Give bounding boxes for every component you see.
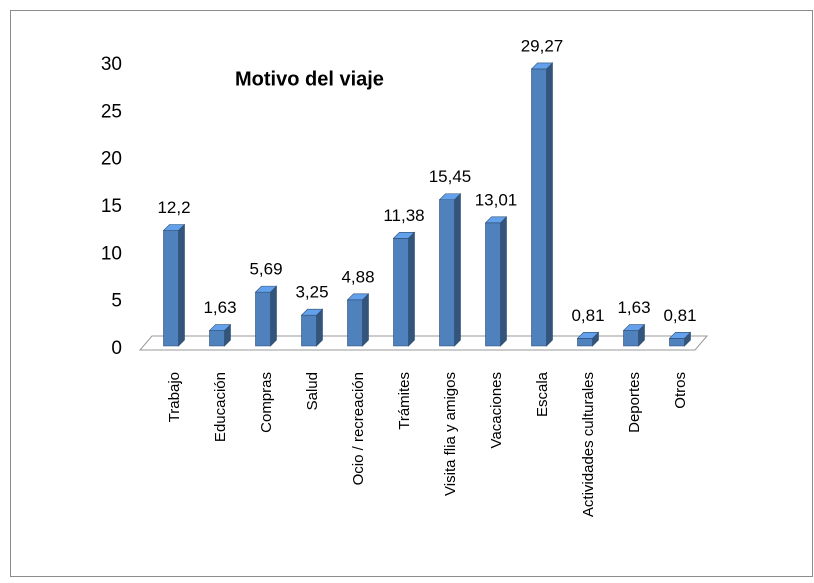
bar xyxy=(576,331,600,347)
bar xyxy=(346,293,370,347)
data-label: 1,63 xyxy=(203,298,236,317)
bar xyxy=(622,323,646,347)
bar xyxy=(530,62,554,347)
bar-top xyxy=(530,62,554,70)
bar-front xyxy=(347,299,363,347)
bar-front xyxy=(163,230,179,347)
y-tick-label: 10 xyxy=(101,243,122,264)
x-tick-label: Trámites xyxy=(396,372,413,430)
x-tick-label: Otros xyxy=(672,372,689,409)
x-tick-label: Trabajo xyxy=(166,372,183,422)
bar-top xyxy=(576,332,600,339)
bar-front xyxy=(393,237,409,347)
bar-front xyxy=(439,199,455,347)
bar-front xyxy=(209,330,225,347)
x-tick-label: Educación xyxy=(212,372,229,442)
x-tick-label: Ocio / recreación xyxy=(350,372,367,485)
data-label: 0,81 xyxy=(571,306,604,325)
data-label: 13,01 xyxy=(475,190,518,209)
x-tick-label: Compras xyxy=(258,372,275,433)
x-tick-label: Actividades culturales xyxy=(580,372,597,517)
bar-side xyxy=(362,293,369,347)
y-tick-label: 5 xyxy=(111,291,122,312)
y-tick-label: 15 xyxy=(101,196,122,217)
bar-side xyxy=(500,216,507,347)
bar xyxy=(438,193,462,347)
bar-side xyxy=(546,62,553,347)
data-label: 3,25 xyxy=(295,283,328,302)
data-label: 11,38 xyxy=(383,206,424,225)
chart-title: Motivo del viaje xyxy=(235,68,384,90)
bar xyxy=(484,216,508,347)
data-label: 12,2 xyxy=(157,198,190,217)
bar xyxy=(392,231,416,347)
bar-top xyxy=(622,324,646,331)
bar-side xyxy=(178,223,185,347)
x-tick-label: Visita flia y amigos xyxy=(442,372,459,496)
bar-front xyxy=(669,338,685,347)
bar-front xyxy=(623,330,639,347)
bar-side xyxy=(408,231,415,347)
data-label: 4,88 xyxy=(341,267,374,286)
bar-front xyxy=(255,291,271,347)
bar-top xyxy=(300,308,324,316)
x-tick-label: Salud xyxy=(304,372,321,410)
bar-front xyxy=(301,314,317,347)
data-label: 15,45 xyxy=(429,167,472,186)
bar-top xyxy=(438,193,462,201)
x-tick-label: Vacaciones xyxy=(488,372,505,448)
bar xyxy=(300,308,324,347)
bar-front xyxy=(485,222,501,347)
bar-front xyxy=(531,68,547,347)
y-tick-label: 25 xyxy=(101,101,122,122)
bar xyxy=(162,223,186,347)
bar-top xyxy=(346,293,370,301)
data-label: 29,27 xyxy=(521,36,564,55)
bar-side xyxy=(270,285,277,347)
x-tick-label: Escala xyxy=(534,371,551,417)
data-label: 5,69 xyxy=(249,260,282,279)
bar xyxy=(254,285,278,347)
y-tick-label: 30 xyxy=(101,54,122,75)
bar-top xyxy=(484,216,508,224)
bar-top xyxy=(208,324,232,331)
data-label: 1,63 xyxy=(617,298,650,317)
data-label: 0,81 xyxy=(663,306,696,325)
y-tick-label: 20 xyxy=(101,149,122,170)
x-tick-label: Deportes xyxy=(626,372,643,433)
bar-front xyxy=(577,338,593,347)
bar-top xyxy=(668,332,692,339)
bar xyxy=(668,331,692,347)
bar-top xyxy=(392,231,416,239)
bar xyxy=(208,323,232,347)
floor xyxy=(138,335,709,351)
bar-side xyxy=(454,193,461,347)
bar-top xyxy=(254,285,278,293)
y-tick-label: 0 xyxy=(111,338,122,359)
bar-top xyxy=(162,224,186,231)
